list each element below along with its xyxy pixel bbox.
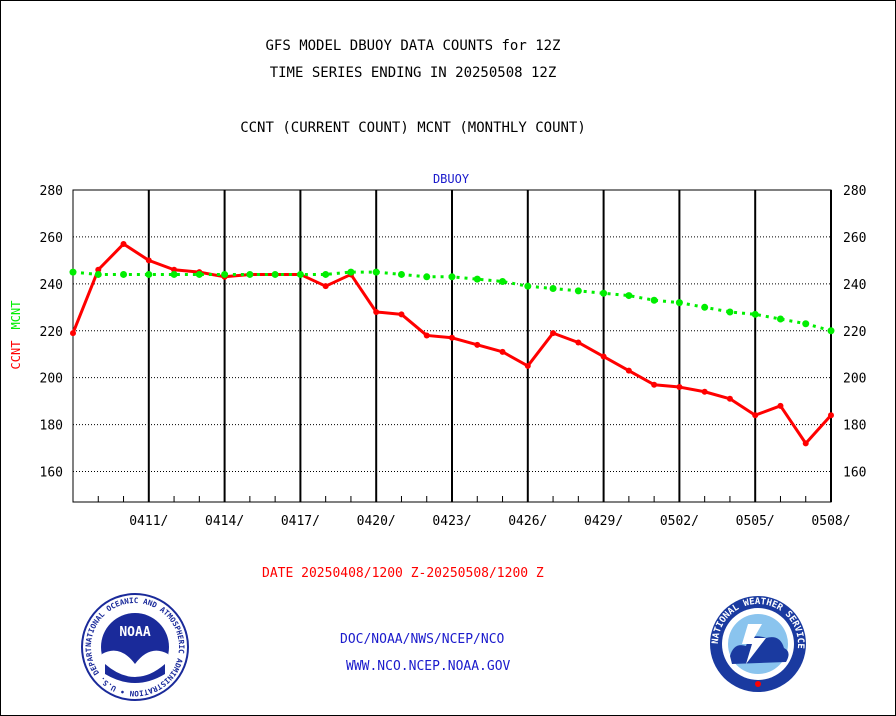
ccnt-data-point [828, 412, 834, 419]
mcnt-data-point [776, 315, 784, 323]
y-tick-label-right: 200 [843, 372, 866, 387]
mcnt-data-point [473, 275, 481, 283]
mcnt-data-point [271, 270, 279, 278]
mcnt-data-point [701, 303, 709, 311]
date-range-label: DATE 20250408/1200 Z-20250508/1200 Z [262, 566, 544, 581]
y-tick-label-left: 280 [40, 184, 63, 199]
mcnt-data-point [246, 270, 254, 278]
x-tick-label: 0417/ [281, 514, 320, 529]
ccnt-data-point [524, 362, 531, 369]
ccnt-data-point [651, 381, 658, 388]
x-tick-label: 0505/ [736, 514, 775, 529]
ccnt-data-point [726, 395, 733, 402]
y-axis-title: CCNT MCNT [9, 301, 23, 370]
nws-logo: NATIONAL WEATHER SERVICE [710, 596, 806, 692]
mcnt-data-point [650, 296, 658, 304]
mcnt-data-point [448, 273, 456, 281]
ccnt-data-point [752, 412, 759, 419]
ccnt-data-point [70, 330, 76, 337]
x-tick-label: 0411/ [129, 514, 168, 529]
series-layer [69, 240, 835, 447]
ccnt-data-point [625, 367, 632, 374]
noaa-logo: NATIONAL OCEANIC AND ATMOSPHERIC ADMINIS… [80, 592, 189, 701]
y-tick-label-right: 260 [843, 231, 866, 246]
y-tick-label-right: 180 [843, 419, 866, 434]
ccnt-data-point [171, 266, 178, 273]
mcnt-data-point [802, 320, 810, 328]
mcnt-data-point [372, 268, 380, 276]
x-tick-label: 0420/ [357, 514, 396, 529]
y-tick-label-left: 220 [40, 325, 63, 340]
x-tick-label: 0414/ [205, 514, 244, 529]
y-tick-label-left: 200 [40, 372, 63, 387]
x-tick-label: 0508/ [811, 514, 850, 529]
ccnt-data-point [676, 384, 683, 391]
grid-layer [73, 190, 832, 502]
panel-title: DBUOY [433, 172, 470, 186]
y-axis-title-ccnt: CCNT [9, 341, 23, 370]
mcnt-data-point [296, 270, 304, 278]
mcnt-data-point [827, 327, 835, 335]
mcnt-data-point [120, 270, 128, 278]
noaa-logo-text: NOAA [119, 625, 150, 640]
y-tick-label-right: 280 [843, 184, 866, 199]
mcnt-data-point [524, 282, 532, 290]
mcnt-data-point [195, 270, 203, 278]
mcnt-data-point [221, 270, 229, 278]
ccnt-data-point [701, 388, 708, 395]
y-tick-label-left: 260 [40, 231, 63, 246]
y-tick-label-left: 180 [40, 419, 63, 434]
ccnt-data-point [600, 353, 607, 360]
mcnt-data-point [574, 287, 582, 295]
x-tick-label: 0502/ [660, 514, 699, 529]
x-tick-label: 0423/ [432, 514, 471, 529]
y-tick-label-right: 220 [843, 325, 866, 340]
mcnt-data-point [726, 308, 734, 316]
mcnt-data-point [347, 268, 355, 276]
mcnt-data-point [625, 292, 633, 300]
mcnt-data-point [94, 270, 102, 278]
ccnt-data-point [95, 266, 102, 273]
chart-title-line3: CCNT (CURRENT COUNT) MCNT (MONTHLY COUNT… [240, 120, 586, 136]
mcnt-data-point [423, 273, 431, 281]
ccnt-data-point [550, 330, 557, 337]
mcnt-data-point [170, 270, 178, 278]
chart-title-line2: TIME SERIES ENDING IN 20250508 12Z [269, 65, 557, 81]
mcnt-data-point [600, 289, 608, 297]
ccnt-data-point [449, 334, 455, 341]
y-tick-label-left: 160 [40, 466, 63, 481]
ccnt-data-point [777, 402, 784, 409]
y-tick-label-left: 240 [40, 278, 63, 293]
url-line[interactable]: WWW.NCO.NCEP.NOAA.GOV [346, 659, 511, 674]
mcnt-data-point [549, 285, 557, 293]
ccnt-data-point [398, 311, 405, 318]
ccnt-data-point [322, 283, 329, 290]
ccnt-data-point [802, 440, 809, 447]
ccnt-data-point [373, 308, 380, 315]
axes-layer: 160 160 180 180 200 200 220 220 240 240 260 260 280 2… [40, 184, 867, 529]
y-tick-label-right: 160 [843, 466, 866, 481]
ccnt-data-point [120, 240, 127, 247]
ccnt-data-point [145, 257, 152, 264]
y-axis-title-mcnt: MCNT [9, 301, 23, 330]
y-tick-label-right: 240 [843, 278, 866, 293]
x-tick-label: 0429/ [584, 514, 623, 529]
x-tick-label: 0426/ [508, 514, 547, 529]
mcnt-data-point [397, 270, 405, 278]
mcnt-data-point [145, 270, 153, 278]
ccnt-data-point [499, 348, 506, 355]
ccnt-data-point [423, 332, 430, 339]
org-line: DOC/NOAA/NWS/NCEP/NCO [340, 632, 505, 647]
chart-title-line1: GFS MODEL DBUOY DATA COUNTS for 12Z [265, 38, 561, 54]
mcnt-data-point [69, 268, 77, 276]
ccnt-data-point [474, 341, 481, 348]
mcnt-data-point [675, 299, 683, 307]
mcnt-data-point [751, 310, 759, 318]
mcnt-data-point [499, 277, 507, 285]
ccnt-data-point [575, 339, 582, 346]
mcnt-data-point [322, 270, 330, 278]
